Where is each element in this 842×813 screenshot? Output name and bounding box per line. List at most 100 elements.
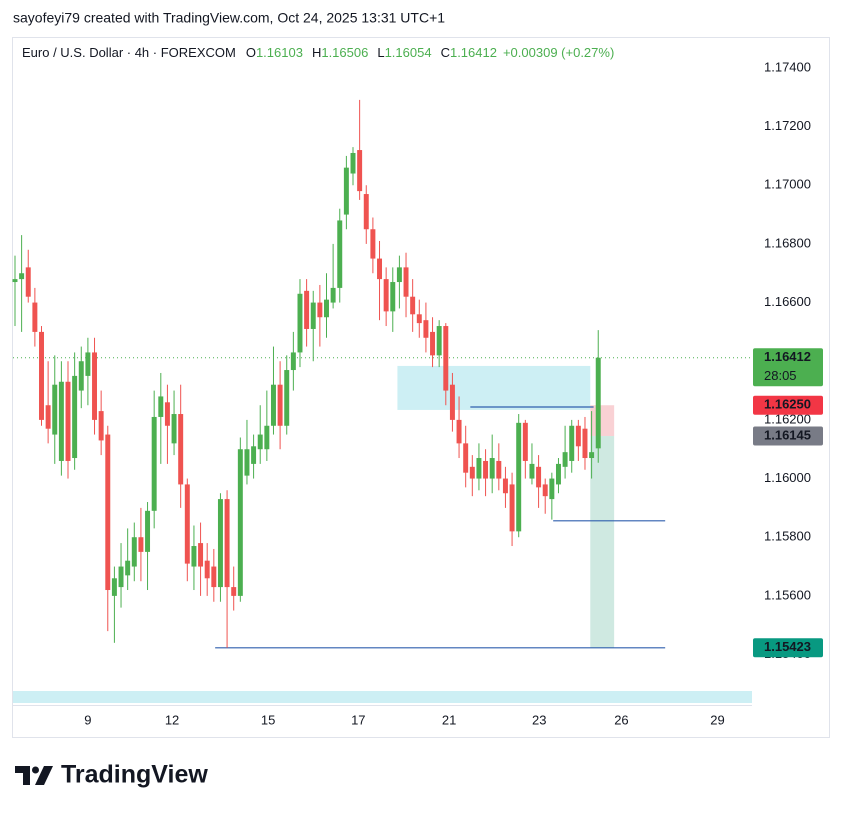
candle-body: [529, 463, 535, 479]
x-tick-label: 12: [165, 712, 179, 727]
x-tick-label: 21: [442, 712, 456, 727]
candle-body: [370, 229, 376, 259]
candle-body: [217, 499, 223, 588]
candle-body: [317, 302, 323, 318]
candle-body: [277, 384, 283, 426]
candle-body: [138, 537, 144, 552]
candle-body: [164, 402, 170, 426]
symbol: Euro / U.S. Dollar · 4h · FOREXCOM: [22, 45, 236, 60]
candle-body: [290, 352, 296, 371]
candle-body: [496, 460, 502, 479]
candle-body: [19, 273, 25, 280]
candle-body: [45, 405, 51, 429]
price-label-box: [753, 395, 823, 415]
y-tick-label: 1.17400: [764, 59, 811, 74]
brand-logo: [15, 766, 53, 785]
y-tick-label: 1.16200: [764, 411, 811, 426]
candle-body: [270, 384, 276, 426]
candle-body: [390, 282, 396, 312]
y-tick-label: 1.15800: [764, 529, 811, 544]
candle-body: [184, 484, 190, 564]
candle-body: [522, 422, 528, 461]
candle-body: [131, 537, 137, 567]
zone: [397, 365, 591, 410]
candle-body: [244, 449, 250, 476]
candle-body: [463, 443, 469, 473]
candle-body: [595, 357, 601, 449]
candle-body: [350, 152, 356, 174]
candle-body: [304, 290, 310, 329]
candle-body: [363, 194, 369, 230]
zone: [590, 436, 615, 648]
candle-body: [476, 458, 482, 479]
y-tick-label: 1.15600: [764, 587, 811, 602]
logo-mark: [15, 766, 30, 785]
candle-body: [231, 587, 237, 596]
candle-body: [416, 314, 422, 324]
logo-mark: [35, 766, 53, 785]
candle-body: [383, 279, 389, 312]
candle-body: [377, 258, 383, 280]
candle-body: [284, 370, 290, 426]
candle-body: [423, 320, 429, 338]
y-tick-label: 1.17000: [764, 177, 811, 192]
price-label: 1.16145: [764, 427, 811, 442]
candle-body: [78, 361, 84, 391]
candle-body: [237, 449, 243, 596]
candle-body: [191, 546, 197, 567]
ohlc-value: 1.16506: [321, 45, 368, 60]
candle-body: [489, 458, 495, 479]
candle-body: [224, 499, 230, 588]
candle-body: [85, 352, 91, 376]
candle-body: [330, 287, 336, 303]
price-label-box: [753, 426, 823, 446]
y-tick-label: 1.16800: [764, 235, 811, 250]
chart-header: Euro / U.S. Dollar · 4h · FOREXCOM O1.161…: [22, 45, 614, 60]
bottom-band: [13, 691, 752, 703]
candle-body: [297, 293, 303, 353]
candle-body: [403, 267, 409, 297]
candle-body: [98, 411, 104, 441]
candle-body: [52, 384, 58, 435]
x-tick-label: 26: [614, 712, 628, 727]
price-axis: 1.17400 1.17200 1.17000 1.16800 1.16600 1.164…: [753, 59, 823, 661]
x-tick-label: 9: [84, 712, 91, 727]
candle-body: [343, 167, 349, 215]
candle-body: [151, 416, 157, 511]
candle-body: [257, 434, 263, 450]
attribution: sayofeyi79 created with TradingView.com,…: [13, 10, 445, 26]
price-label-box: [753, 638, 823, 658]
candle-body: [58, 381, 64, 461]
candle-body: [410, 296, 416, 315]
candle-body: [178, 414, 184, 485]
candle-body: [264, 425, 270, 450]
x-tick-label: 29: [710, 712, 724, 727]
y-tick-label: 1.16000: [764, 470, 811, 485]
candle-body: [396, 267, 402, 283]
candle-body: [536, 466, 542, 488]
price-label: 1.16250: [764, 397, 811, 412]
candle-body: [483, 460, 489, 479]
candle-body: [310, 302, 316, 329]
candle-body: [449, 384, 455, 420]
candle-body: [171, 414, 177, 444]
zone: [590, 405, 615, 437]
candle-body: [562, 452, 568, 467]
candle-body: [204, 560, 210, 579]
candle-body: [502, 478, 508, 494]
y-tick-label: 1.17200: [764, 118, 811, 133]
candle-body: [443, 326, 449, 391]
brand-name: TradingView: [61, 761, 208, 789]
candle-body: [582, 428, 588, 459]
candle-body: [456, 419, 462, 444]
candle-body: [25, 267, 31, 297]
candle-body: [12, 279, 18, 283]
candle-body: [575, 425, 581, 447]
change: +0.00309 (+0.27%): [503, 45, 614, 60]
price-label-box: [753, 348, 823, 387]
candle-body: [589, 452, 595, 459]
candle-body: [211, 566, 217, 588]
candle-body: [145, 510, 151, 552]
ohlc-key: H: [312, 45, 321, 60]
candle-body: [549, 478, 555, 500]
